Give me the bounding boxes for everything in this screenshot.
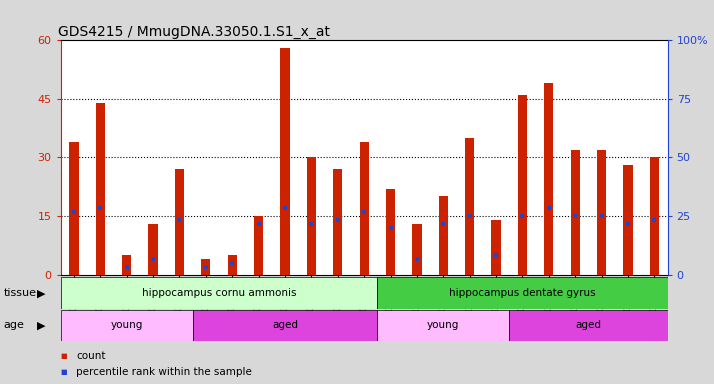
Bar [377, 310, 509, 341]
Bar [438, 197, 448, 275]
Bar [623, 165, 633, 275]
Bar [228, 255, 237, 275]
Bar [597, 150, 606, 275]
Text: hippocampus dentate gyrus: hippocampus dentate gyrus [449, 288, 595, 298]
Text: ▶: ▶ [37, 288, 46, 298]
Bar [544, 83, 553, 275]
Bar [570, 150, 580, 275]
Bar [254, 216, 263, 275]
Text: tissue: tissue [4, 288, 36, 298]
Bar [149, 224, 158, 275]
Text: ▶: ▶ [37, 320, 46, 331]
Bar [386, 189, 395, 275]
Bar [122, 255, 131, 275]
Bar [61, 310, 193, 341]
Text: aged: aged [272, 320, 298, 331]
Text: hippocampus cornu ammonis: hippocampus cornu ammonis [142, 288, 296, 298]
Text: ■: ■ [61, 369, 67, 376]
Text: percentile rank within the sample: percentile rank within the sample [76, 367, 252, 377]
Bar [201, 259, 211, 275]
Bar [412, 224, 421, 275]
Bar [509, 310, 668, 341]
Text: ■: ■ [61, 353, 67, 359]
Bar [69, 142, 79, 275]
Bar [333, 169, 343, 275]
Bar [281, 48, 290, 275]
Text: count: count [76, 351, 106, 361]
Text: young: young [111, 320, 143, 331]
Bar [61, 277, 377, 309]
Text: age: age [4, 320, 24, 331]
Text: aged: aged [575, 320, 601, 331]
Text: young: young [427, 320, 460, 331]
Bar [465, 138, 474, 275]
Bar [96, 103, 105, 275]
Bar [193, 310, 377, 341]
Bar [307, 157, 316, 275]
Bar [360, 142, 368, 275]
Bar [175, 169, 184, 275]
Bar [377, 277, 668, 309]
Text: GDS4215 / MmugDNA.33050.1.S1_x_at: GDS4215 / MmugDNA.33050.1.S1_x_at [58, 25, 330, 39]
Bar [491, 220, 501, 275]
Bar [518, 95, 527, 275]
Bar [650, 157, 659, 275]
